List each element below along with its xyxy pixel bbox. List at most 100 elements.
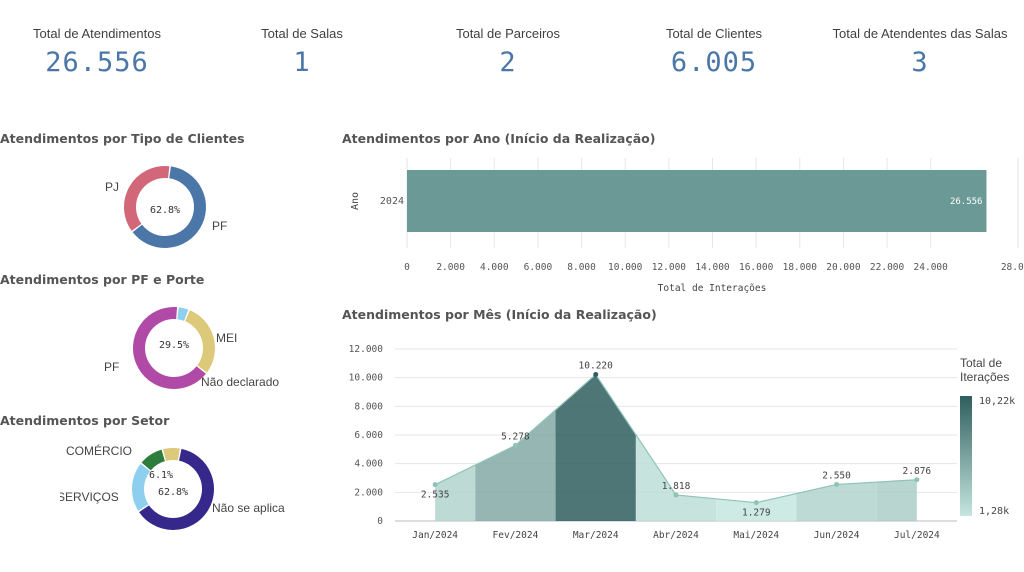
donut-arcs[interactable] (133, 307, 215, 389)
donut-label-pf: PF (104, 360, 119, 374)
donut-chart-tipo-clientes[interactable]: 62.8% PJ PF (90, 155, 270, 265)
kpi-value: 1 (293, 47, 311, 78)
area-point-mai-2024[interactable] (753, 500, 759, 506)
donut-segment-pf[interactable] (133, 307, 206, 389)
donut-segment-other[interactable] (163, 448, 180, 461)
donut-segment-mei[interactable] (184, 310, 215, 373)
bar-x-tick-label: 28.000 (1001, 262, 1024, 273)
area-x-tick-label: Jan/2024 (412, 530, 458, 541)
bar-x-tick-label: 2.000 (436, 262, 465, 273)
bar-x-tick-label: 0 (404, 262, 410, 273)
area-x-tick-label: Abr/2024 (653, 530, 699, 541)
donut-segment-pj[interactable] (124, 166, 170, 231)
area-chart-title: Atendimentos por Mês (Início da Realizaç… (342, 307, 657, 322)
bar-x-tick-label: 14.000 (695, 262, 730, 273)
donut-center-label: 62.8% (150, 205, 180, 216)
kpi-label: Total de Atendimentos (33, 26, 161, 41)
bar-marks[interactable]: 26.556 (407, 170, 987, 232)
bar-x-tick-label: 10.000 (608, 262, 643, 273)
donut-segment-n-o-declarado[interactable] (177, 307, 189, 321)
bar-x-tick-label: 18.000 (783, 262, 818, 273)
area-band-mai-2024[interactable] (716, 493, 797, 521)
area-x-ticks: Jan/2024 Fev/2024 Mar/2024 Abr/2024 Mai/2024… (412, 530, 940, 541)
legend-min-label: 1,28k (979, 506, 1010, 517)
donut-label-comercio: COMÉRCIO (66, 443, 132, 458)
kpi-total-atendentes: Total de Atendentes das Salas 3 (810, 26, 1024, 78)
donut-title-pf-porte: Atendimentos por PF e Porte (0, 272, 205, 287)
bar-x-tick-label: 8.000 (567, 262, 596, 273)
area-x-tick-label: Fev/2024 (493, 530, 539, 541)
kpi-value: 3 (911, 47, 929, 78)
donut-title-setor: Atendimentos por Setor (0, 413, 170, 428)
area-x-tick-label: Jun/2024 (814, 530, 860, 541)
area-y-tick-label: 6.000 (354, 430, 383, 441)
kpi-label: Total de Atendentes das Salas (832, 26, 1008, 41)
bar-x-ticks: 0 2.000 4.000 6.000 8.000 10.000 12.000 14.000 1… (404, 262, 1024, 273)
area-value-label: 1.279 (742, 508, 771, 519)
area-y-ticks: 0 2.000 4.000 6.000 8.000 10.000 12.000 (349, 344, 384, 527)
bar-x-tick-label: 24.000 (914, 262, 949, 273)
donut-center-label: 29.5% (159, 340, 189, 351)
area-band-jan-2024[interactable] (435, 465, 476, 521)
area-y-tick-label: 8.000 (354, 401, 383, 412)
area-legend: Total de Iterações 10,22k 1,28k (960, 356, 1024, 526)
kpi-label: Total de Clientes (665, 26, 763, 41)
bar-x-tick-label: 20.000 (826, 262, 861, 273)
donut-segment-servi-os[interactable] (132, 463, 151, 511)
bar-category-label: 2024 (380, 196, 404, 207)
donut-segment-com-rcio[interactable] (141, 449, 166, 471)
donut-center-label-1: 6.1% (149, 470, 173, 481)
area-point-jun-2024[interactable] (834, 481, 840, 487)
area-value-labels: 2.535 5.278 10.220 1.818 1.279 2.550 2.876 (421, 361, 932, 519)
area-marks[interactable] (432, 372, 920, 521)
kpi-label: Total de Parceiros (455, 26, 561, 41)
donut-arcs[interactable] (132, 448, 214, 530)
bar-chart-title: Atendimentos por Ano (Início da Realizaç… (342, 131, 656, 146)
area-band-abr-2024[interactable] (635, 434, 717, 521)
area-chart-mes[interactable]: 2.535 5.278 10.220 1.818 1.279 2.550 2.876 0 2.… (340, 335, 1024, 550)
donut-center-label-2: 62.8% (158, 487, 188, 498)
legend-max-label: 10,22k (979, 396, 1016, 407)
donut-label-pf: PF (212, 219, 227, 233)
legend-gradient-bar (960, 396, 972, 516)
donut-label-pj: PJ (105, 180, 119, 194)
area-x-tick-label: Mai/2024 (733, 530, 779, 541)
donut-label-servicos: SERVIÇOS (60, 490, 119, 504)
kpi-value: 26.556 (45, 47, 149, 78)
area-band-mar-2024[interactable] (555, 374, 636, 521)
area-x-tick-label: Mar/2024 (573, 530, 619, 541)
area-point-abr-2024[interactable] (673, 492, 679, 498)
area-band-jun-2024[interactable] (796, 482, 877, 521)
kpi-total-salas: Total de Salas 1 (202, 26, 402, 78)
area-value-label: 2.876 (903, 466, 932, 477)
donut-segment-n-o-se-aplica[interactable] (139, 448, 214, 530)
area-point-jul-2024[interactable] (914, 477, 920, 483)
kpi-value: 2 (499, 47, 517, 78)
bar-x-tick-label: 12.000 (652, 262, 687, 273)
bar-x-axis-label: Total de Interações (658, 283, 767, 294)
area-band-jul-2024[interactable] (876, 479, 917, 521)
area-point-mar-2024[interactable] (593, 372, 599, 378)
bar-x-tick-label: 16.000 (739, 262, 774, 273)
area-y-tick-label: 4.000 (354, 459, 383, 470)
donut-chart-pf-porte[interactable]: 29.5% MEI PF Não declarado (90, 296, 290, 406)
area-value-label: 2.550 (822, 470, 851, 481)
area-x-tick-label: Jul/2024 (894, 530, 940, 541)
area-y-tick-label: 0 (377, 516, 383, 527)
donut-label-nao-se-aplica: Não se aplica (212, 501, 285, 515)
bar-chart-ano[interactable]: 26.556 0 2.000 4.000 6.000 8.000 10.000 12.000… (340, 150, 1024, 300)
area-value-label: 10.220 (579, 361, 614, 372)
bar-2024[interactable] (407, 170, 987, 232)
donut-segment-pf[interactable] (132, 166, 206, 248)
area-y-tick-label: 2.000 (354, 487, 383, 498)
area-band-fev-2024[interactable] (475, 409, 556, 521)
donut-chart-setor[interactable]: 6.1% 62.8% COMÉRCIO SERVIÇOS Não se apli… (60, 437, 300, 547)
donut-label-nao-declarado: Não declarado (201, 375, 279, 389)
donut-arcs[interactable] (124, 166, 206, 248)
kpi-total-parceiros: Total de Parceiros 2 (408, 26, 608, 78)
area-point-fev-2024[interactable] (512, 442, 518, 448)
area-point-jan-2024[interactable] (432, 482, 438, 488)
bar-x-tick-label: 22.000 (870, 262, 905, 273)
donut-label-mei: MEI (216, 331, 237, 345)
area-value-label: 2.535 (421, 490, 450, 501)
